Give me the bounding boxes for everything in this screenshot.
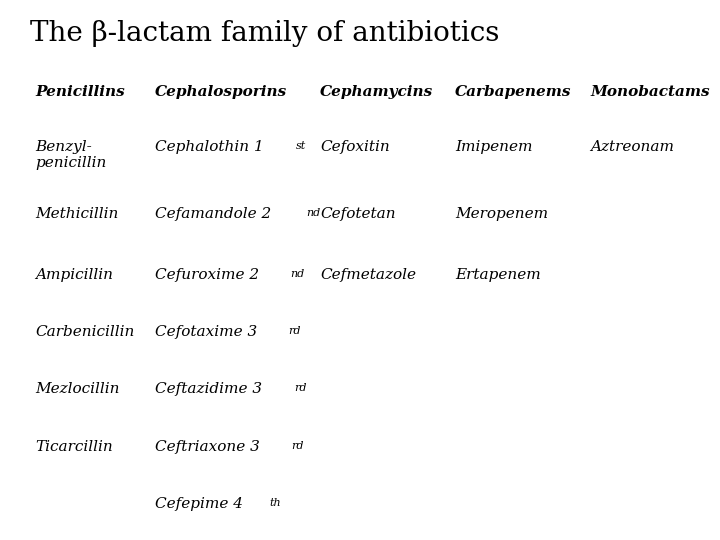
Text: Meropenem: Meropenem	[455, 207, 548, 221]
Text: Benzyl-
penicillin: Benzyl- penicillin	[35, 140, 107, 170]
Text: Cefuroxime 2: Cefuroxime 2	[155, 268, 259, 282]
Text: Cephamycins: Cephamycins	[320, 85, 433, 99]
Text: nd: nd	[290, 269, 305, 279]
Text: st: st	[297, 141, 307, 151]
Text: Cefotetan: Cefotetan	[320, 207, 395, 221]
Text: rd: rd	[292, 441, 304, 451]
Text: Carbapenems: Carbapenems	[455, 85, 572, 99]
Text: Cefmetazole: Cefmetazole	[320, 268, 416, 282]
Text: Imipenem: Imipenem	[455, 140, 533, 154]
Text: Carbenicillin: Carbenicillin	[35, 325, 135, 339]
Text: Ceftriaxone 3: Ceftriaxone 3	[155, 440, 260, 454]
Text: nd: nd	[306, 208, 320, 218]
Text: th: th	[269, 498, 282, 508]
Text: Ampicillin: Ampicillin	[35, 268, 113, 282]
Text: Methicillin: Methicillin	[35, 207, 118, 221]
Text: Ceftazidime 3: Ceftazidime 3	[155, 382, 262, 396]
Text: rd: rd	[294, 383, 307, 393]
Text: Aztreonam: Aztreonam	[590, 140, 674, 154]
Text: rd: rd	[288, 326, 300, 336]
Text: Mezlocillin: Mezlocillin	[35, 382, 120, 396]
Text: Cefoxitin: Cefoxitin	[320, 140, 390, 154]
Text: Cefotaxime 3: Cefotaxime 3	[155, 325, 257, 339]
Text: Ticarcillin: Ticarcillin	[35, 440, 113, 454]
Text: Cephalosporins: Cephalosporins	[155, 85, 287, 99]
Text: Cephalothin 1: Cephalothin 1	[155, 140, 264, 154]
Text: Cefamandole 2: Cefamandole 2	[155, 207, 271, 221]
Text: Monobactams: Monobactams	[590, 85, 710, 99]
Text: Penicillins: Penicillins	[35, 85, 125, 99]
Text: Ertapenem: Ertapenem	[455, 268, 541, 282]
Text: Cefepime 4: Cefepime 4	[155, 497, 243, 511]
Text: The β-lactam family of antibiotics: The β-lactam family of antibiotics	[30, 20, 500, 47]
